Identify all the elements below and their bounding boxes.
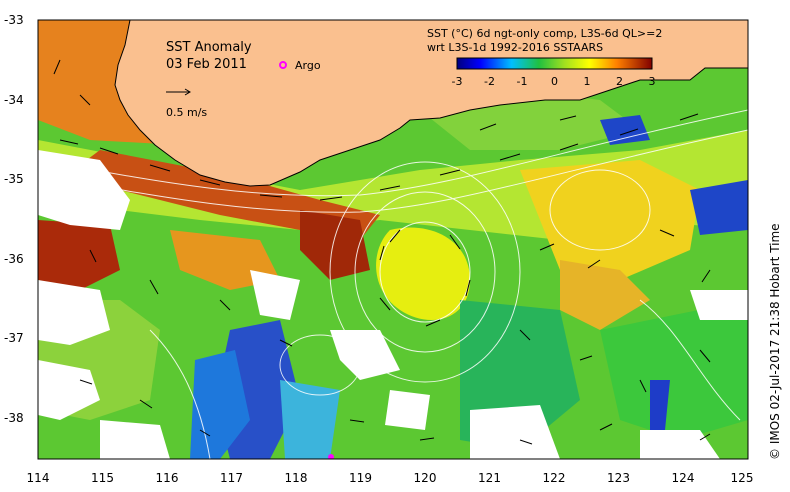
y-tick-label: -33	[4, 13, 24, 27]
ssh-contours	[38, 109, 748, 459]
velocity-scale: 0.5 m/s	[166, 88, 207, 119]
x-tick-label: 124	[672, 471, 695, 485]
legend-line-1: SST (°C) 6d ngt-only comp, L3S-6d QL>=2	[427, 27, 662, 40]
colorbar-tick: -1	[517, 75, 528, 88]
colorbar-tick: -2	[484, 75, 495, 88]
scale-arrow-icon	[166, 88, 191, 96]
map-date: 03 Feb 2011	[166, 57, 247, 72]
y-axis: -33 -34 -35 -36 -37 -38	[4, 13, 24, 425]
x-tick-label: 125	[731, 471, 754, 485]
y-tick-label: -38	[4, 411, 24, 425]
map-title: SST Anomaly	[166, 40, 252, 55]
colorbar-tick: 2	[616, 75, 623, 88]
y-tick-label: -34	[4, 93, 24, 107]
map-plot-area	[38, 20, 748, 459]
colorbar-tick: 0	[551, 75, 558, 88]
x-tick-label: 116	[156, 471, 179, 485]
credit-text: © IMOS 02-Jul-2017 21:38 Hobart Time	[768, 223, 782, 460]
scale-label: 0.5 m/s	[166, 106, 207, 119]
plot-frame	[37, 19, 749, 460]
sst-anomaly-field	[38, 20, 748, 459]
argo-legend: Argo	[279, 59, 321, 72]
x-axis: 114 115 116 117 118 119 120 121 122 123 …	[27, 471, 754, 485]
x-tick-label: 114	[27, 471, 50, 485]
x-tick-label: 123	[607, 471, 630, 485]
argo-legend-label: Argo	[295, 59, 321, 72]
colorbar-tick: 3	[649, 75, 656, 88]
x-tick-label: 120	[414, 471, 437, 485]
x-tick-label: 117	[220, 471, 243, 485]
legend-line-2: wrt L3S-1d 1992-2016 SSTAARS	[427, 41, 603, 54]
argo-legend-icon	[279, 61, 287, 69]
x-tick-label: 122	[543, 471, 566, 485]
x-tick-label: 119	[349, 471, 372, 485]
colorbar-tick: -3	[452, 75, 463, 88]
colorbar-tick: 1	[584, 75, 591, 88]
y-tick-label: -37	[4, 331, 24, 345]
x-tick-label: 121	[478, 471, 501, 485]
argo-float-marker	[328, 454, 334, 459]
y-tick-label: -36	[4, 252, 24, 266]
x-tick-label: 118	[285, 471, 308, 485]
y-tick-label: -35	[4, 172, 24, 186]
colorbar-legend: SST (°C) 6d ngt-only comp, L3S-6d QL>=2 …	[427, 27, 662, 88]
colorbar	[456, 57, 653, 70]
coastline	[114, 20, 748, 187]
x-tick-label: 115	[91, 471, 114, 485]
current-vectors	[53, 59, 711, 445]
